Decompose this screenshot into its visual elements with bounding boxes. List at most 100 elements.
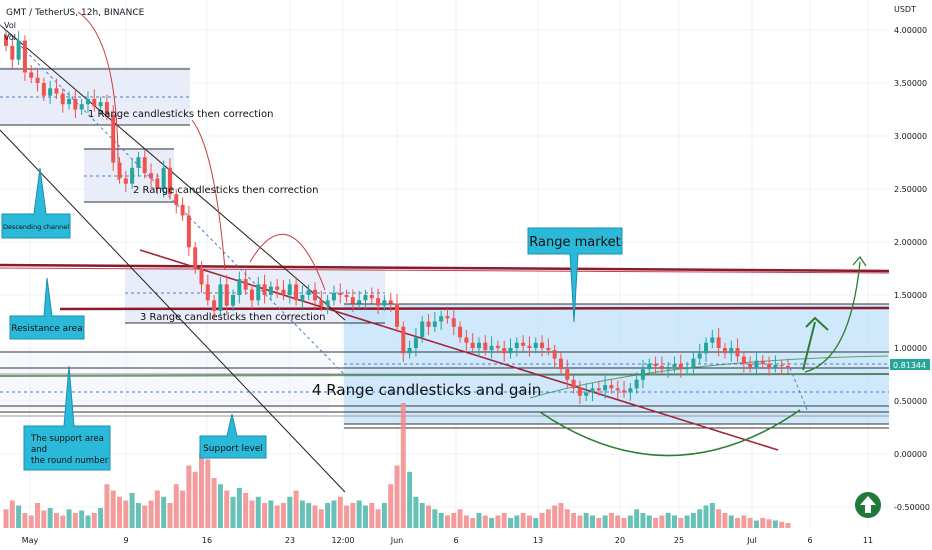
volume-bar xyxy=(476,513,482,528)
volume-bar xyxy=(394,465,400,528)
descending-channel xyxy=(0,24,346,493)
volume-bar xyxy=(438,513,444,528)
candle-body xyxy=(376,298,381,306)
candle-body xyxy=(445,316,450,319)
volume-bar xyxy=(533,518,539,528)
volume-bar xyxy=(772,520,778,528)
volume-bar xyxy=(369,503,375,528)
candle-body xyxy=(596,388,601,391)
volume-bar xyxy=(602,515,608,528)
volume-bar xyxy=(230,496,236,528)
candle-body xyxy=(4,35,8,46)
annotation-range-1: 1 Range candlesticks then correction xyxy=(88,109,273,120)
volume-bar xyxy=(400,403,406,528)
current-price-label: 0.81344 xyxy=(893,361,926,370)
price-tick-label: 0.50000 xyxy=(894,397,927,406)
candle-body xyxy=(470,342,475,348)
candlesticks xyxy=(4,30,790,405)
up-arrow-button[interactable] xyxy=(855,492,881,518)
volume-bar xyxy=(350,503,356,528)
price-tick-label: -0.50000 xyxy=(894,503,930,512)
candle-body xyxy=(243,279,248,290)
candle-body xyxy=(155,178,160,189)
candle-body xyxy=(691,358,696,368)
volume-bar xyxy=(312,505,318,528)
volume-bar xyxy=(3,509,9,528)
time-tick-label: Jun xyxy=(390,536,404,545)
volume-bar xyxy=(596,518,602,528)
candle-body xyxy=(722,348,727,354)
candle-body xyxy=(199,268,204,285)
candle-body xyxy=(174,194,179,205)
volume-bar xyxy=(98,508,104,528)
candle-body xyxy=(388,300,393,304)
volume-bar xyxy=(306,503,312,528)
vol-label-1: Vol xyxy=(4,21,16,30)
callout-range-market[interactable]: Range market xyxy=(527,227,623,323)
volume-bar xyxy=(444,515,450,528)
candle-body xyxy=(268,286,273,295)
volume-bar xyxy=(564,509,570,528)
volume-bar xyxy=(117,496,123,528)
volume-bars xyxy=(3,403,791,528)
callout-support-level-label: Support level xyxy=(203,444,263,454)
volume-bar xyxy=(508,518,514,528)
candle-body xyxy=(67,98,72,105)
volume-bar xyxy=(419,503,425,528)
candle-body xyxy=(489,345,494,351)
candle-body xyxy=(35,77,40,83)
price-axis[interactable]: USDT 4.00000 3.50000 3.00000 2.50000 2.00000… xyxy=(889,0,932,550)
volume-bar xyxy=(678,518,684,528)
candle-body xyxy=(615,388,620,391)
volume-bar xyxy=(785,523,791,528)
candle-body xyxy=(130,167,135,184)
candle-body xyxy=(710,337,715,343)
callout-resistance-area-label: Resistance area xyxy=(11,324,82,334)
callout-support-level[interactable]: Support level xyxy=(199,413,267,459)
candle-body xyxy=(527,345,532,348)
volume-bar xyxy=(728,515,734,528)
volume-bar xyxy=(621,518,627,528)
volume-bar xyxy=(514,515,520,528)
candle-body xyxy=(741,356,746,364)
candle-body xyxy=(369,295,374,299)
price-tick-label: 2.50000 xyxy=(894,185,927,194)
volume-bar xyxy=(337,496,343,528)
price-tick-label: 4.00000 xyxy=(894,26,927,35)
annotation-range-3: 3 Range candlesticks then correction xyxy=(140,312,325,323)
volume-bar xyxy=(255,496,261,528)
callout-descending-channel[interactable]: Descending channel xyxy=(1,167,71,239)
volume-bar xyxy=(47,508,53,528)
time-tick-label: 6 xyxy=(453,536,458,545)
candle-body xyxy=(218,284,223,311)
volume-bar xyxy=(41,510,47,528)
time-tick-label: 25 xyxy=(674,536,684,545)
time-axis[interactable]: May 9 16 23 12:00 Jun 6 13 20 25 Jul 6 11 xyxy=(22,536,873,545)
candle-body xyxy=(231,295,236,306)
volume-bar xyxy=(104,484,110,528)
volume-bar xyxy=(495,515,501,528)
volume-bar xyxy=(161,496,167,528)
candle-body xyxy=(508,348,513,354)
candle-body xyxy=(48,88,53,96)
candle-body xyxy=(237,279,242,295)
correction-arcs xyxy=(77,11,326,291)
candle-body xyxy=(281,289,286,295)
volume-bar xyxy=(741,515,747,528)
volume-bar xyxy=(79,510,85,528)
callout-support-area[interactable]: The support area and the round number xyxy=(23,365,111,471)
candle-body xyxy=(571,379,576,389)
candle-body xyxy=(476,342,481,348)
callout-resistance-area[interactable]: Resistance area xyxy=(9,277,85,340)
candle-body xyxy=(451,318,456,327)
candle-body xyxy=(395,303,399,327)
volume-bar xyxy=(526,515,532,528)
volume-bar xyxy=(590,515,595,528)
candle-body xyxy=(287,284,292,295)
candle-body xyxy=(275,286,280,290)
volume-bar xyxy=(779,521,785,528)
callout-support-area-line3: the round number xyxy=(31,456,109,466)
volume-bar xyxy=(583,513,589,528)
